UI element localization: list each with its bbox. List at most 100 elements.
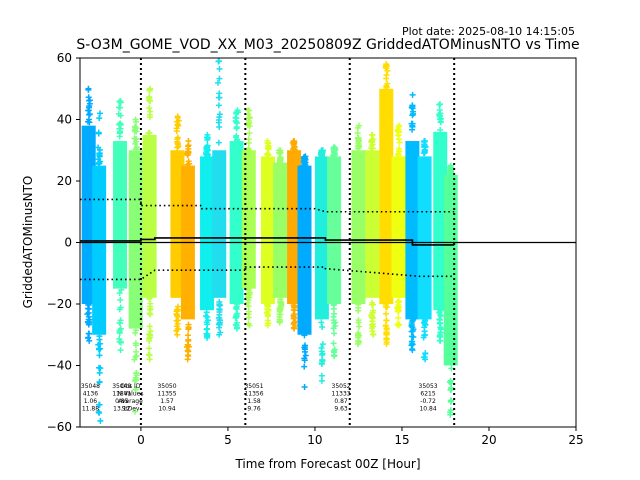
data-point [174, 303, 181, 310]
data-point [277, 147, 284, 154]
data-point [216, 65, 223, 72]
data-point [131, 377, 138, 384]
data-point [246, 114, 253, 121]
data-point [264, 303, 271, 310]
data-point [146, 323, 153, 330]
stats-annotation-line: 1.58 [247, 398, 261, 405]
data-point [146, 111, 153, 118]
stats-annotation-line: 1.57 [160, 398, 174, 405]
data-point [85, 330, 92, 337]
data-point [395, 299, 402, 306]
data-point [233, 303, 240, 310]
data-point [204, 135, 211, 142]
data-point [96, 336, 103, 343]
data-point [301, 161, 308, 168]
series-core [297, 165, 312, 335]
series-core [229, 141, 244, 304]
data-point [437, 118, 444, 125]
data-point [185, 324, 192, 331]
data-point [233, 119, 240, 126]
stats-annotation-line: 35049 [112, 383, 131, 390]
data-point [408, 104, 415, 111]
series-2 [92, 110, 107, 424]
data-point [133, 119, 140, 126]
stats-annotation-line: 11333 [332, 391, 351, 398]
series-25 [443, 162, 458, 418]
data-point [384, 67, 391, 74]
stats-annotation-line: 10.84 [419, 406, 436, 413]
data-point [174, 134, 181, 141]
data-point [355, 137, 362, 144]
data-point [447, 386, 454, 393]
data-point [173, 317, 180, 324]
series-core [391, 156, 406, 298]
stats-annotation: Obs ID N Values Average StDev [117, 383, 143, 413]
data-point [394, 306, 401, 313]
stats-annotation-line: 6215 [420, 391, 435, 398]
stats-annotation: 35050 11355 1.57 10.94 [157, 383, 176, 413]
data-point [86, 119, 93, 126]
data-point [318, 372, 325, 379]
data-point [301, 384, 308, 391]
x-axis-label: Time from Forecast 00Z [Hour] [234, 457, 420, 471]
y-tick-label: −20 [47, 297, 72, 311]
x-tick-label: 0 [137, 433, 145, 447]
data-point [355, 331, 362, 338]
data-point [331, 319, 338, 326]
stats-annotation-line: 1.06 [84, 398, 98, 405]
series-core [273, 162, 288, 298]
series-core [212, 150, 227, 298]
data-point [97, 110, 104, 117]
data-point [384, 304, 391, 311]
data-point [355, 338, 362, 345]
stats-annotation-line: 35053 [419, 383, 438, 390]
data-point [331, 310, 338, 317]
stats-annotation: 35053 6215 -0.72 10.84 [419, 383, 438, 413]
data-point [331, 330, 338, 337]
data-point [116, 320, 123, 327]
data-point [369, 314, 376, 321]
data-point [216, 317, 223, 324]
data-point [437, 325, 444, 332]
data-point [146, 87, 153, 94]
data-point [421, 317, 428, 324]
data-point [437, 110, 444, 117]
data-point [265, 140, 272, 147]
data-point [383, 84, 390, 91]
data-point [174, 320, 181, 327]
data-point [174, 144, 181, 151]
series-5 [142, 85, 157, 363]
data-point [96, 159, 103, 166]
data-point [184, 161, 191, 168]
x-tick-label: 15 [394, 433, 409, 447]
series-core [405, 141, 420, 320]
data-point [95, 129, 102, 136]
data-point [394, 321, 401, 328]
series-core [260, 156, 275, 304]
stats-annotation-line: 35051 [244, 383, 263, 390]
plot-date: Plot date: 2025-08-10 14:15:05 [402, 25, 575, 38]
stats-annotation-line: 0.87 [334, 398, 348, 405]
series-17 [327, 144, 342, 360]
data-point [332, 145, 339, 152]
data-point [437, 126, 444, 133]
data-point [369, 132, 376, 139]
data-point [331, 150, 338, 157]
data-point [382, 64, 389, 71]
data-point [263, 309, 270, 316]
data-point [203, 150, 210, 157]
data-point [409, 91, 416, 98]
stats-annotation-line: N Values [117, 391, 143, 398]
data-point [86, 337, 93, 344]
data-point [117, 325, 124, 332]
data-point [234, 136, 241, 143]
data-point [146, 105, 153, 112]
data-point [116, 130, 123, 137]
data-point [117, 121, 124, 128]
data-point [215, 102, 222, 109]
data-point [117, 338, 124, 345]
data-point [447, 397, 454, 404]
data-point [96, 345, 103, 352]
data-point [115, 111, 122, 118]
data-point [174, 122, 181, 129]
